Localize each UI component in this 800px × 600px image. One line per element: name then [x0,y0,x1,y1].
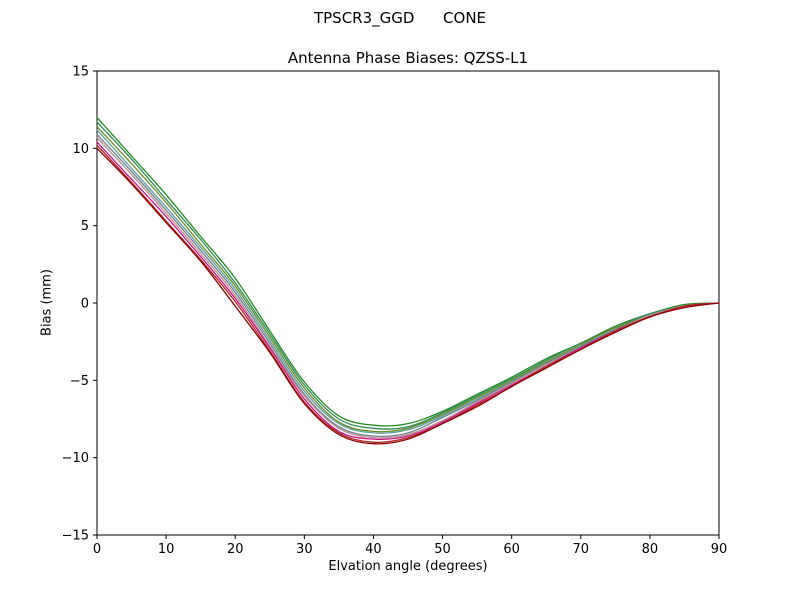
series-line-03 [96,126,720,433]
y-tick-label: −5 [70,374,89,389]
figure-suptitle: TPSCR3_GGD CONE [313,9,487,27]
series-line-08 [96,144,720,444]
series-line-09 [96,147,720,445]
x-axis-label: Elvation angle (degrees) [328,559,488,574]
x-tick-label: 70 [573,542,590,557]
y-tick-label: −15 [62,529,89,544]
x-tick-label: 40 [365,542,382,557]
axes-title: Antenna Phase Biases: QZSS-L1 [287,49,529,67]
x-tick-label: 90 [711,542,728,557]
series-line-05 [96,133,720,438]
x-tick-label: 10 [158,542,175,557]
y-tick-label: −10 [62,451,89,466]
x-tick-label: 0 [93,542,101,557]
x-tick-label: 30 [296,542,313,557]
x-tick-label: 80 [642,542,659,557]
x-tick-label: 60 [503,542,520,557]
x-tick-label: 20 [227,542,244,557]
series-line-01 [96,116,720,427]
series-line-06 [96,136,720,439]
y-axis-label: Bias (mm) [39,269,55,336]
axes-box [96,70,720,536]
series-line-07 [96,141,720,440]
y-tick-label: 10 [72,142,89,157]
y-tick-label: 0 [81,297,89,312]
x-tick-label: 50 [434,542,451,557]
y-tick-label: 5 [81,219,89,234]
series-line-04 [96,129,720,434]
y-tick-label: 15 [72,65,89,80]
series-line-02 [96,121,720,430]
